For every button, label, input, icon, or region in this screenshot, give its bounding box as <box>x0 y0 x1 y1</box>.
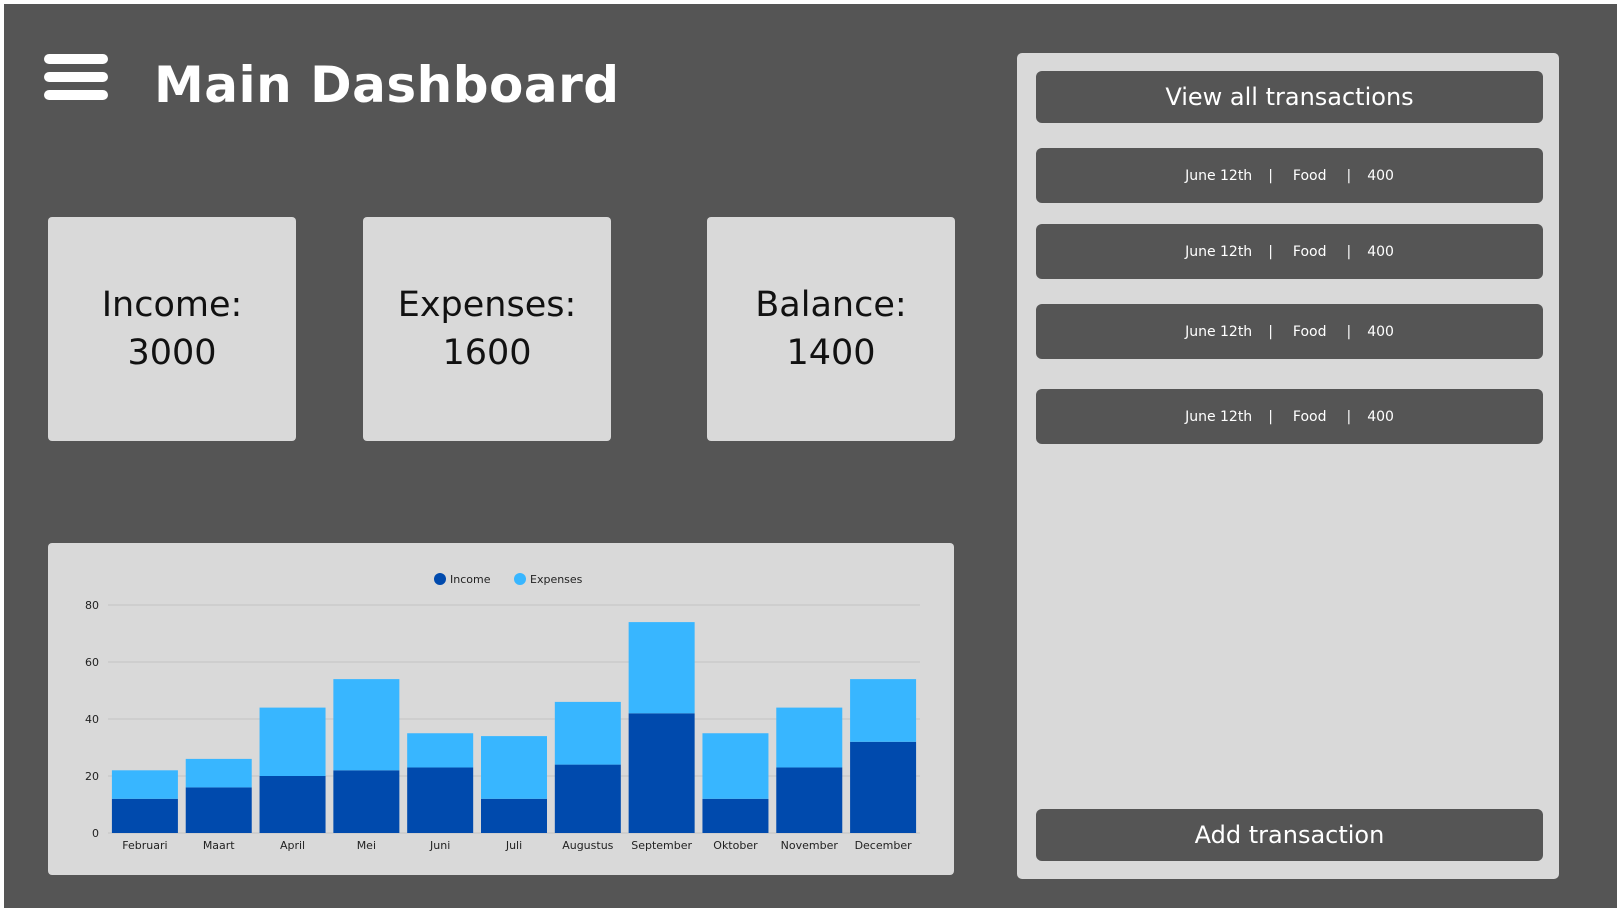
y-tick-label: 60 <box>85 656 99 669</box>
view-all-transactions-button[interactable]: View all transactions <box>1036 71 1543 123</box>
transaction-separator: | <box>1268 243 1273 260</box>
x-tick-label: December <box>855 839 913 852</box>
x-tick-label: Juni <box>429 839 450 852</box>
transaction-amount: 400 <box>1367 408 1394 425</box>
bar-expenses-september <box>628 622 695 714</box>
bar-expenses-oktober <box>702 733 769 799</box>
add-transaction-button[interactable]: Add transaction <box>1036 809 1543 861</box>
transaction-row[interactable]: June 12th | Food | 400 <box>1036 148 1543 203</box>
transaction-category: Food <box>1292 408 1327 425</box>
menu-bar <box>44 90 108 100</box>
x-tick-label: Oktober <box>713 839 758 852</box>
legend-label-expenses: Expenses <box>530 573 583 586</box>
transaction-date: June 12th <box>1185 243 1253 260</box>
bar-expenses-februari <box>111 770 178 799</box>
transaction-category: Food <box>1292 323 1327 340</box>
bar-expenses-juli <box>481 736 547 799</box>
x-tick-label: Juli <box>505 839 522 852</box>
y-tick-label: 40 <box>85 713 99 726</box>
bar-expenses-november <box>776 707 843 768</box>
bar-expenses-juni <box>407 733 474 768</box>
y-tick-label: 80 <box>85 599 99 612</box>
expenses-label: Expenses: <box>397 285 577 325</box>
bar-income-augustus <box>554 764 621 833</box>
transaction-category: Food <box>1292 167 1327 184</box>
bar-income-december <box>850 741 917 833</box>
transaction-amount: 400 <box>1367 243 1394 260</box>
transaction-date: June 12th <box>1185 323 1253 340</box>
bar-income-juni <box>407 767 474 833</box>
bar-income-mei <box>333 770 400 833</box>
bar-income-september <box>628 713 695 833</box>
x-tick-label: April <box>280 839 305 852</box>
x-tick-label: Maart <box>203 839 235 852</box>
balance-label: Balance: <box>755 285 907 325</box>
income-value: 3000 <box>127 333 217 373</box>
bar-income-februari <box>111 798 178 833</box>
balance-card: Balance: 1400 <box>707 217 955 441</box>
transaction-separator: | <box>1346 243 1352 260</box>
transaction-amount: 400 <box>1367 323 1394 340</box>
menu-bar <box>44 54 108 64</box>
bar-expenses-augustus <box>554 701 621 765</box>
expenses-value: 1600 <box>442 333 532 373</box>
bar-income-april <box>259 776 326 833</box>
hamburger-menu-icon[interactable] <box>44 54 110 102</box>
income-label: Income: <box>101 285 243 325</box>
transaction-row[interactable]: June 12th | Food | 400 <box>1036 304 1543 359</box>
transaction-separator: | <box>1268 408 1273 425</box>
transactions-panel: View all transactions June 12th | Food | 400… <box>1017 53 1559 879</box>
bar-income-juli <box>481 798 547 833</box>
page-title: Main Dashboard <box>154 56 620 114</box>
bar-expenses-april <box>259 707 326 776</box>
transaction-separator: | <box>1346 167 1352 184</box>
bar-expenses-maart <box>185 758 252 788</box>
transaction-separator: | <box>1346 323 1352 340</box>
bar-income-maart <box>185 787 252 833</box>
legend-marker-income <box>434 573 446 585</box>
bar-expenses-december <box>850 679 917 742</box>
transaction-row[interactable]: June 12th | Food | 400 <box>1036 224 1543 279</box>
transaction-category: Food <box>1292 243 1327 260</box>
menu-bar <box>44 72 108 82</box>
transaction-separator: | <box>1268 323 1273 340</box>
x-tick-label: Mei <box>357 839 376 852</box>
transaction-separator: | <box>1346 408 1352 425</box>
balance-value: 1400 <box>786 333 876 373</box>
x-tick-label: September <box>631 839 692 852</box>
legend-marker-expenses <box>514 573 526 585</box>
x-tick-label: November <box>781 839 839 852</box>
legend-label-income: Income <box>450 573 491 586</box>
x-tick-label: Februari <box>122 839 167 852</box>
transaction-amount: 400 <box>1367 167 1394 184</box>
x-tick-label: Augustus <box>562 839 613 852</box>
expenses-card: Expenses: 1600 <box>363 217 611 441</box>
dashboard-frame: Main Dashboard Income: 3000 Expenses: 16… <box>4 4 1617 908</box>
transaction-date: June 12th <box>1185 167 1253 184</box>
y-tick-label: 0 <box>92 827 99 840</box>
income-card: Income: 3000 <box>48 217 296 441</box>
chart-svg: 0 20 40 60 80 Februari Maart April Mei Juni Juli Au… <box>85 573 920 852</box>
bar-income-oktober <box>702 798 769 833</box>
transaction-date: June 12th <box>1185 408 1253 425</box>
transaction-separator: | <box>1268 167 1273 184</box>
income-expenses-chart: 0 20 40 60 80 Februari Maart April Mei Juni Juli Au… <box>48 543 954 875</box>
transaction-row[interactable]: June 12th | Food | 400 <box>1036 389 1543 444</box>
y-tick-label: 20 <box>85 770 99 783</box>
bar-income-november <box>776 767 843 833</box>
bar-expenses-mei <box>333 679 400 771</box>
